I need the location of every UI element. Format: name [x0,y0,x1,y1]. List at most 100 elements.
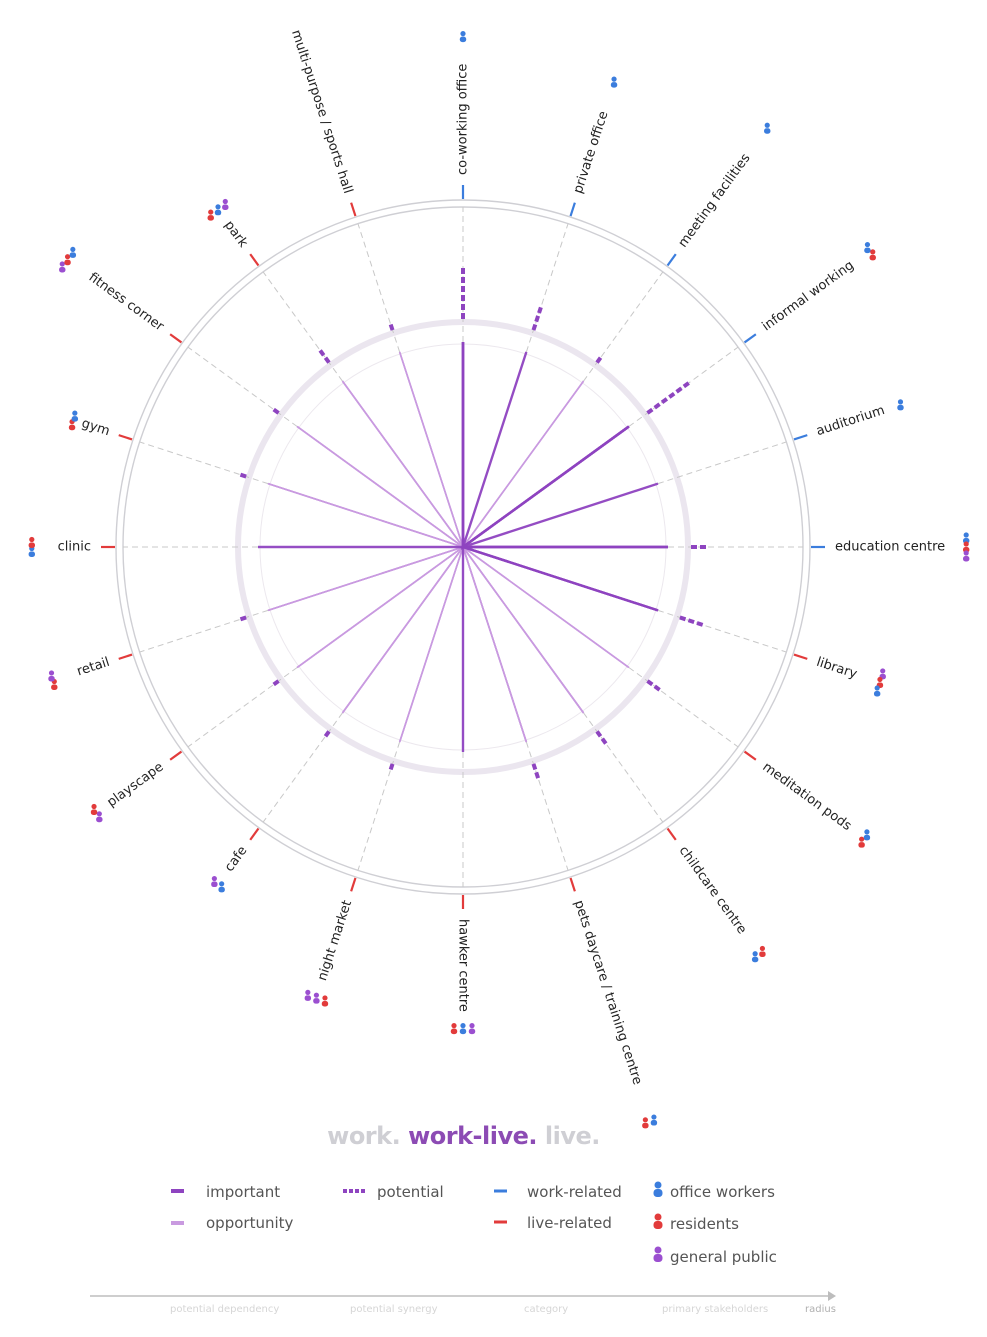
legend-person-icon-0 [653,1189,663,1197]
stakeholder-icon-14-1 [48,670,55,676]
stakeholder-icon-3-1 [870,249,876,255]
stakeholder-body-9-0 [650,1120,658,1126]
stakeholder-icon-13-0 [96,811,102,817]
spoke-17 [187,346,298,427]
opportunity-link-12 [267,482,528,743]
stakeholder-body-15-0 [28,551,35,557]
stakeholder-body-16-0 [68,424,76,431]
spoke-12 [262,712,343,823]
stakeholder-body-10-1 [459,1028,467,1035]
legend-opportunity: opportunity [206,1214,294,1232]
category-tick-19 [350,202,357,217]
legend-general-public: general public [670,1248,777,1266]
legend-potential: potential [377,1183,444,1201]
legend-person-head-0 [654,1181,662,1189]
category-tick-2 [666,253,677,267]
stakeholder-icon-7-1 [859,836,865,842]
potential-bar-3-2 [660,397,669,405]
potential-bar-9-0 [531,763,538,771]
category-tick-11 [350,877,357,892]
opportunity-link-32 [341,351,528,549]
potential-bar-2-0 [595,356,603,364]
stakeholder-icon-11-0 [322,995,328,1001]
potential-bar-1-0 [531,323,538,331]
category-ticks [101,185,825,909]
stakeholder-icons [28,30,970,1129]
potential-bar-17-0 [272,407,280,415]
potential-bar-14-0 [239,615,247,622]
potential-bar-3-1 [653,402,661,410]
stakeholder-icon-17-1 [64,254,71,260]
potential-bar-8-1 [600,737,608,745]
stakeholder-body-10-0 [468,1028,476,1035]
legend-person-icon-1 [653,1221,663,1229]
stakeholder-icon-5-1 [963,541,969,547]
potential-bars [239,268,706,779]
spoke-11 [357,741,401,871]
stakeholder-icon-15-1 [29,536,35,543]
potential-bar-18-1 [318,349,326,357]
category-label-18: park [221,218,251,251]
stakeholder-body-12-0 [218,886,225,893]
opportunity-link-21 [341,380,668,548]
stakeholder-body-3-0 [864,247,871,254]
important-link-9 [258,425,630,549]
stakeholder-icon-4-0 [897,399,904,405]
important-link-6 [461,425,630,752]
stakeholder-body-7-1 [858,842,865,848]
category-tick-8 [666,827,677,841]
category-label-10: hawker centre [456,919,471,1012]
synergy-links [258,342,668,752]
category-tick-4 [793,434,808,441]
potential-bar-1-2 [537,306,543,314]
category-tick-13 [169,750,183,761]
category-tick-17 [169,333,183,344]
stakeholder-body-16-1 [71,416,79,422]
legend-live-related: live-related [527,1214,612,1232]
potential-bar-19-0 [388,323,395,331]
opportunity-link-2 [462,351,528,752]
stakeholder-icon-18-0 [208,209,214,215]
category-labels: co-working office private office meeting f… [58,28,946,1087]
stakeholder-body-14-1 [48,675,55,682]
stakeholder-icon-18-1 [215,204,221,210]
stakeholder-body-13-1 [90,809,98,816]
stakeholder-body-15-1 [28,542,35,548]
opportunity-link-0 [462,342,528,743]
potential-bar-3-3 [668,391,676,399]
stakeholder-body-5-2 [963,556,970,562]
opportunity-link-29 [398,351,464,752]
potential-bar-6-0 [679,615,687,622]
spoke-13 [187,667,298,748]
stakeholder-body-8-0 [759,951,766,957]
stakeholder-icon-6-1 [877,676,883,683]
legend-work-related: work-related [527,1183,622,1201]
stakeholder-body-9-1 [642,1122,649,1129]
stakeholder-icon-9-0 [651,1114,657,1120]
spoke-2 [583,271,664,382]
legend-important: important [206,1183,281,1201]
category-label-5: education centre [835,540,945,555]
category-label-15: clinic [58,540,91,555]
stakeholder-icon-10-0 [469,1023,475,1029]
category-tick-12 [249,827,260,841]
stakeholder-icon-18-2 [222,198,228,205]
opportunity-link-31 [296,545,528,743]
category-label-8: childcare centre [676,844,750,938]
axis-potential-synergy: potential synergy [350,1304,438,1315]
stakeholder-icon-7-0 [864,829,870,835]
spoke-19 [357,223,401,353]
potential-bar-7-0 [646,679,654,687]
stakeholder-body-11-2 [304,995,312,1001]
opportunity-link-5 [398,482,659,743]
title-work: work. [327,1122,401,1150]
potential-bar-7-1 [653,684,661,692]
important-link-0 [461,342,668,549]
category-label-16: gym [80,416,112,439]
stakeholder-body-1-0 [610,82,618,88]
category-tick-7 [743,750,757,761]
stakeholder-body-11-0 [321,1000,329,1007]
potential-bar-18-0 [323,356,331,364]
stakeholder-icon-11-2 [305,989,311,996]
